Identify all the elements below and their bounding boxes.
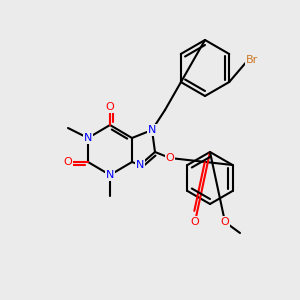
Text: N: N (148, 125, 156, 135)
Text: N: N (84, 133, 92, 143)
Text: Br: Br (246, 55, 258, 65)
Text: N: N (136, 160, 144, 170)
Text: O: O (190, 217, 200, 227)
Text: O: O (220, 217, 230, 227)
Text: O: O (166, 153, 174, 163)
Text: O: O (106, 102, 114, 112)
Text: N: N (106, 170, 114, 180)
Text: O: O (64, 157, 72, 167)
